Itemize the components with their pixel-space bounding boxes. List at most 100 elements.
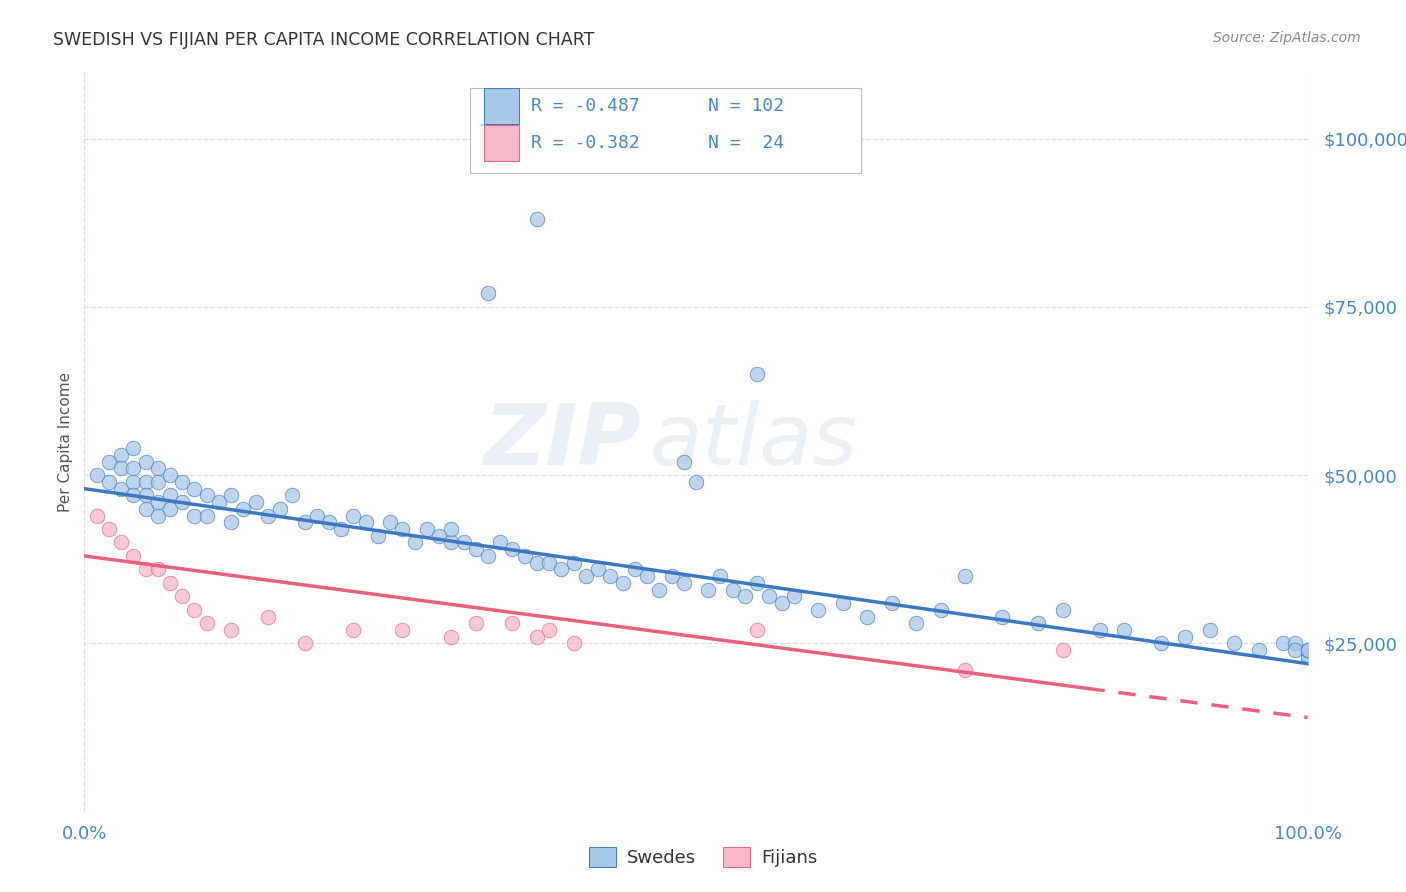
Point xyxy=(440,630,463,644)
Point xyxy=(294,516,316,530)
Point xyxy=(880,596,903,610)
Point xyxy=(183,482,205,496)
Point xyxy=(330,522,353,536)
Point xyxy=(672,575,695,590)
Point xyxy=(135,562,157,576)
Point xyxy=(1198,623,1220,637)
Point xyxy=(183,603,205,617)
Point xyxy=(195,616,218,631)
Point xyxy=(391,623,413,637)
Point xyxy=(807,603,830,617)
Point xyxy=(734,590,756,604)
Point xyxy=(747,623,769,637)
Point xyxy=(416,522,439,536)
Point xyxy=(110,535,132,549)
Point xyxy=(1223,636,1246,650)
Point xyxy=(159,501,181,516)
Point xyxy=(1296,643,1319,657)
Point xyxy=(953,569,976,583)
Point xyxy=(1088,623,1111,637)
Point xyxy=(661,569,683,583)
Point xyxy=(636,569,658,583)
Text: N =  24: N = 24 xyxy=(709,134,785,153)
Point xyxy=(953,664,976,678)
Point xyxy=(135,475,157,489)
Text: atlas: atlas xyxy=(650,400,858,483)
Point xyxy=(624,562,647,576)
Point xyxy=(122,461,145,475)
Point xyxy=(380,516,402,530)
Text: R = -0.487: R = -0.487 xyxy=(531,97,640,115)
Point xyxy=(110,482,132,496)
Point xyxy=(538,623,561,637)
Point xyxy=(342,508,364,523)
Point xyxy=(612,575,634,590)
Point xyxy=(477,286,499,301)
Point xyxy=(1114,623,1136,637)
Text: R = -0.382: R = -0.382 xyxy=(531,134,640,153)
Point xyxy=(513,549,536,563)
Point xyxy=(1052,643,1074,657)
Point xyxy=(856,609,879,624)
Point xyxy=(122,549,145,563)
Point xyxy=(721,582,744,597)
Point xyxy=(367,529,389,543)
Point xyxy=(477,549,499,563)
Point xyxy=(97,475,120,489)
Point xyxy=(318,516,340,530)
Point xyxy=(354,516,377,530)
Point xyxy=(1272,636,1295,650)
Point xyxy=(1150,636,1173,650)
Point xyxy=(269,501,291,516)
Point xyxy=(1296,649,1319,664)
Point xyxy=(146,461,169,475)
Point xyxy=(391,522,413,536)
Point xyxy=(747,575,769,590)
Point xyxy=(208,495,231,509)
Point xyxy=(146,475,169,489)
Point xyxy=(783,590,806,604)
Point xyxy=(489,535,512,549)
Point xyxy=(440,535,463,549)
Point xyxy=(905,616,928,631)
Point xyxy=(219,488,242,502)
FancyBboxPatch shape xyxy=(470,87,860,173)
Point xyxy=(672,455,695,469)
Point xyxy=(562,636,585,650)
Point xyxy=(172,495,194,509)
Point xyxy=(146,495,169,509)
Point xyxy=(281,488,304,502)
Point xyxy=(146,562,169,576)
FancyBboxPatch shape xyxy=(484,88,519,124)
Point xyxy=(305,508,328,523)
Point xyxy=(526,556,548,570)
Point xyxy=(257,508,280,523)
Point xyxy=(135,488,157,502)
Point xyxy=(453,535,475,549)
Text: SWEDISH VS FIJIAN PER CAPITA INCOME CORRELATION CHART: SWEDISH VS FIJIAN PER CAPITA INCOME CORR… xyxy=(53,31,595,49)
Point xyxy=(697,582,720,597)
Point xyxy=(747,368,769,382)
Point xyxy=(1284,643,1306,657)
Point xyxy=(502,542,524,557)
Y-axis label: Per Capita Income: Per Capita Income xyxy=(58,371,73,512)
Point xyxy=(135,501,157,516)
Point xyxy=(97,522,120,536)
Point xyxy=(159,575,181,590)
Point xyxy=(86,508,108,523)
Point xyxy=(464,542,486,557)
Point xyxy=(110,461,132,475)
Point xyxy=(135,455,157,469)
Point xyxy=(1296,649,1319,664)
Point xyxy=(991,609,1014,624)
Point xyxy=(709,569,731,583)
Point xyxy=(122,442,145,456)
Point xyxy=(1247,643,1270,657)
Point xyxy=(219,623,242,637)
FancyBboxPatch shape xyxy=(484,126,519,161)
Point xyxy=(195,488,218,502)
Point xyxy=(294,636,316,650)
Text: N = 102: N = 102 xyxy=(709,97,785,115)
Point xyxy=(172,475,194,489)
Point xyxy=(770,596,793,610)
